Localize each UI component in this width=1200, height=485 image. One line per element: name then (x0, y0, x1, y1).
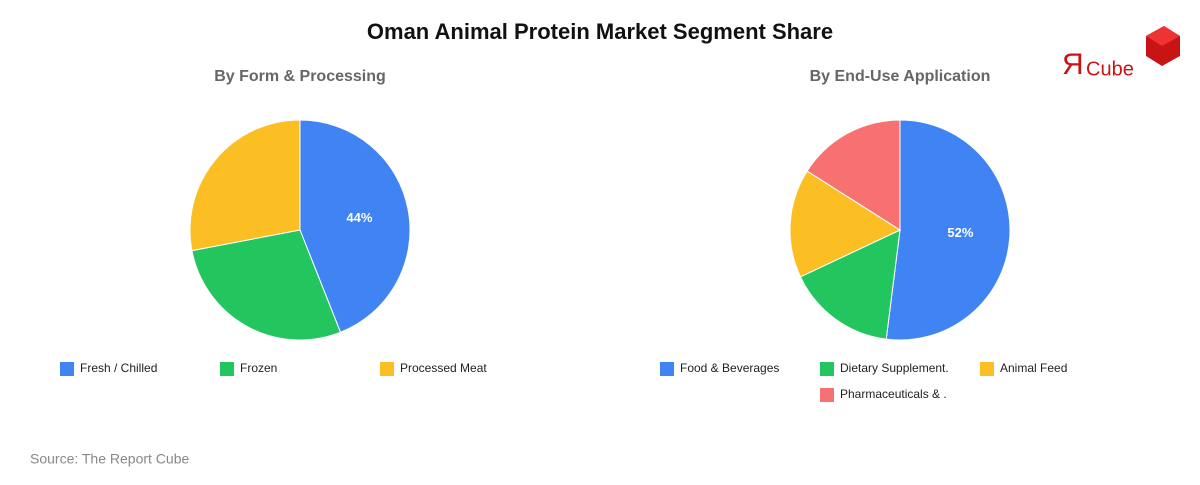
chart-subtitle: By End-Use Application (810, 68, 991, 85)
pie-slice (299, 119, 411, 333)
source: Source: The Report Cube (30, 451, 189, 467)
legend-label: Frozen (240, 361, 277, 375)
legend-label: Fresh / Chilled (80, 361, 157, 375)
legend-label: Dietary Supplement. (840, 361, 949, 375)
pie-slice (806, 119, 901, 231)
logo-mark: Я (1062, 48, 1084, 81)
legend-swatch (380, 362, 394, 376)
legend-label: Animal Feed (1000, 361, 1067, 375)
pie-slice (789, 170, 902, 278)
chart-subtitle: By Form & Processing (214, 68, 386, 85)
legend-swatch (660, 362, 674, 376)
pie-slice (189, 119, 301, 252)
legend-swatch (60, 362, 74, 376)
logo: Я Cube (1062, 26, 1180, 81)
data-label: 44% (346, 210, 372, 225)
page-title: Oman Animal Protein Market Segment Share (367, 19, 833, 44)
pie-slice (191, 229, 342, 341)
legend-swatch (820, 388, 834, 402)
legend-swatch (980, 362, 994, 376)
pie-slice (799, 229, 901, 340)
legend-label: Pharmaceuticals & . (840, 387, 947, 401)
legend-label: Processed Meat (400, 361, 487, 375)
pie-slice (885, 119, 1011, 341)
legend-swatch (820, 362, 834, 376)
logo-cube-top (1146, 26, 1180, 46)
legend-swatch (220, 362, 234, 376)
data-label: 52% (947, 225, 973, 240)
logo-text: Cube (1086, 58, 1134, 80)
legend-label: Food & Beverages (680, 361, 779, 375)
